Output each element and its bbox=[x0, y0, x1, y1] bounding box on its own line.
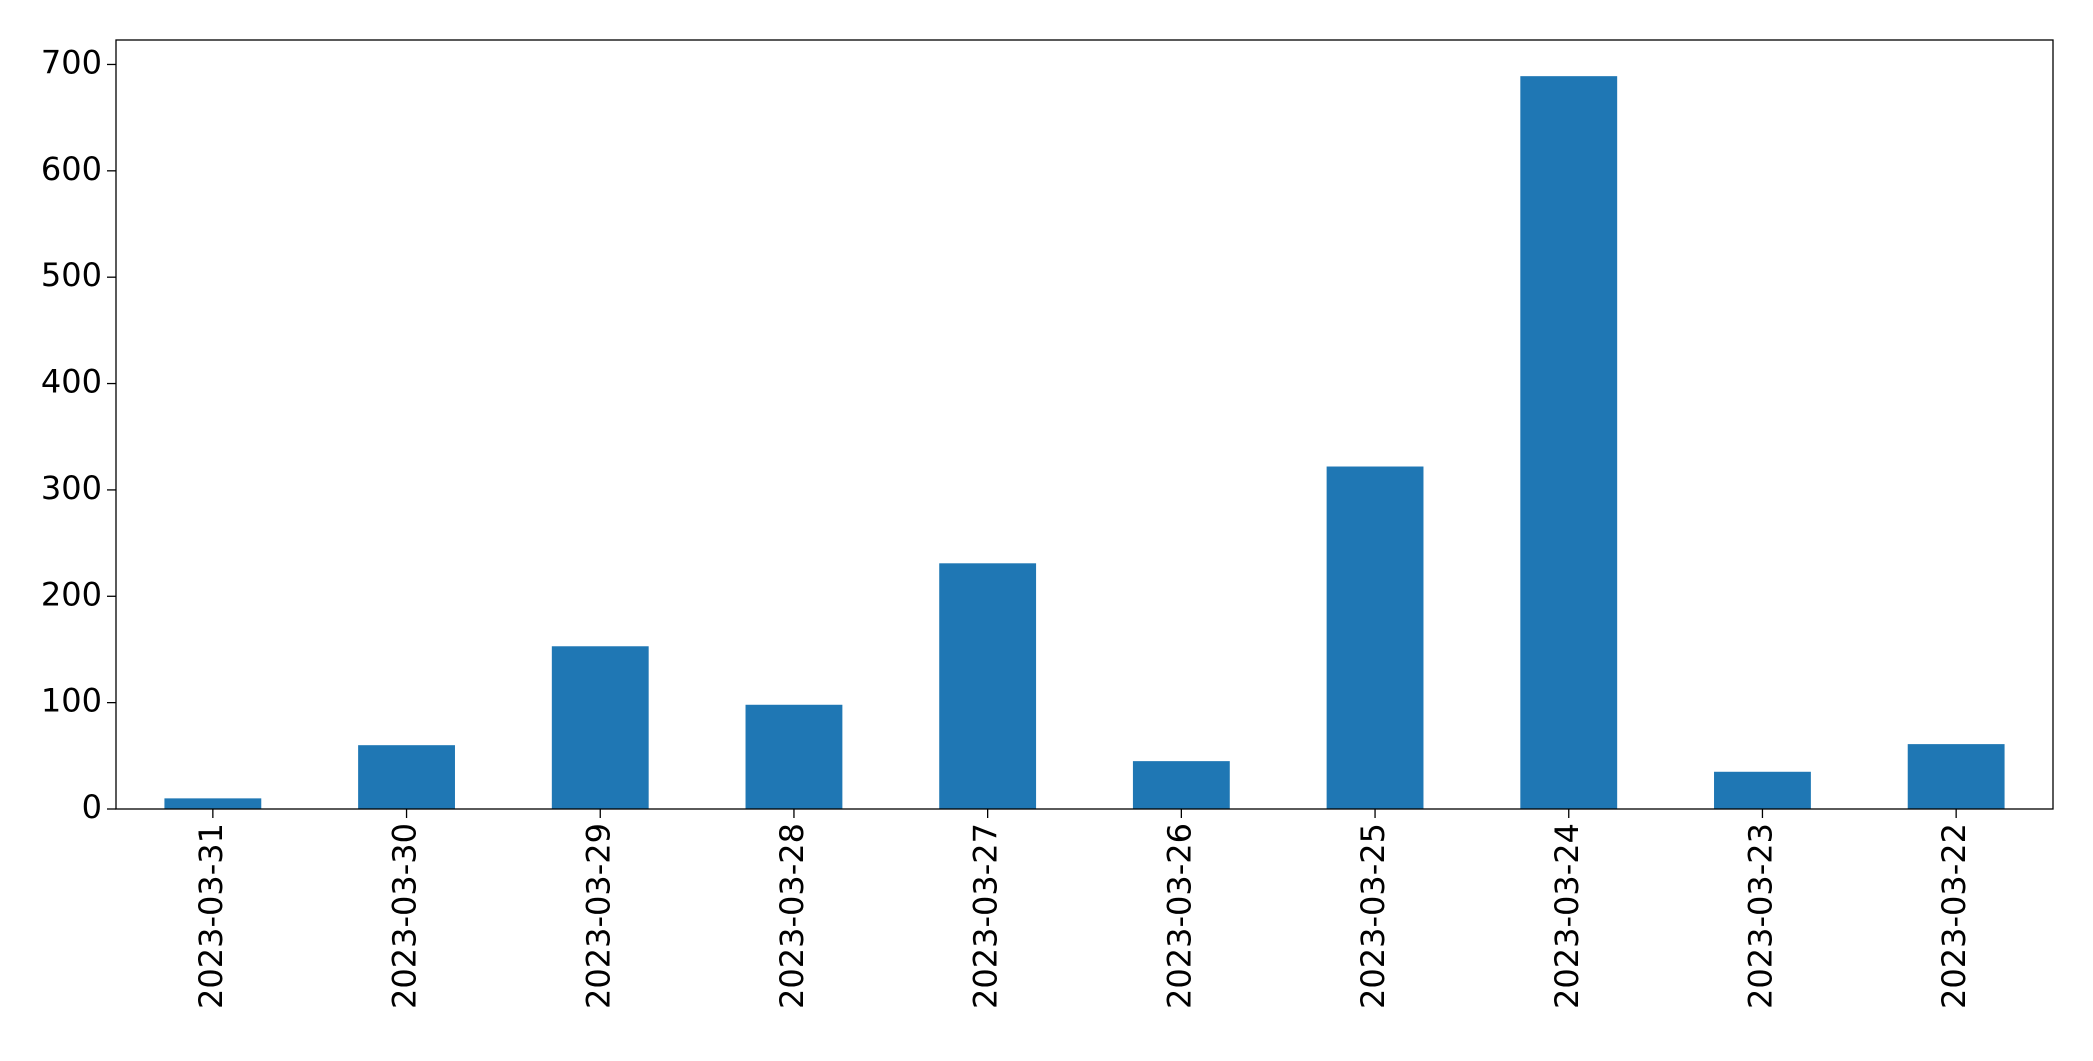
y-tick-label: 700 bbox=[41, 43, 102, 81]
y-tick-label: 500 bbox=[41, 256, 102, 294]
bar bbox=[164, 798, 262, 809]
x-tick-label: 2023-03-28 bbox=[773, 823, 811, 1009]
bar bbox=[1520, 76, 1618, 809]
y-tick-label: 100 bbox=[41, 682, 102, 720]
bar bbox=[358, 745, 455, 809]
y-tick-label: 200 bbox=[41, 575, 102, 613]
bar bbox=[1714, 771, 1811, 809]
bar bbox=[939, 563, 1037, 809]
x-tick-label: 2023-03-22 bbox=[1935, 823, 1973, 1009]
bar bbox=[1132, 761, 1230, 809]
y-tick-label: 300 bbox=[41, 469, 102, 507]
x-tick-label: 2023-03-29 bbox=[579, 823, 617, 1009]
bar bbox=[551, 646, 649, 809]
y-tick-label: 600 bbox=[41, 150, 102, 188]
y-tick-label: 400 bbox=[41, 363, 102, 401]
bar bbox=[745, 704, 843, 809]
x-tick-label: 2023-03-25 bbox=[1354, 823, 1392, 1009]
x-tick-label: 2023-03-30 bbox=[386, 823, 424, 1009]
y-tick-label: 0 bbox=[82, 788, 102, 826]
x-tick-label: 2023-03-26 bbox=[1160, 823, 1198, 1009]
bar bbox=[1907, 744, 2005, 809]
x-tick-label: 2023-03-24 bbox=[1548, 823, 1586, 1009]
x-tick-label: 2023-03-23 bbox=[1741, 823, 1779, 1009]
x-tick-label: 2023-03-27 bbox=[967, 823, 1005, 1009]
x-tick-label: 2023-03-31 bbox=[192, 823, 230, 1009]
plot-frame bbox=[115, 39, 2054, 810]
bar bbox=[1326, 466, 1424, 809]
